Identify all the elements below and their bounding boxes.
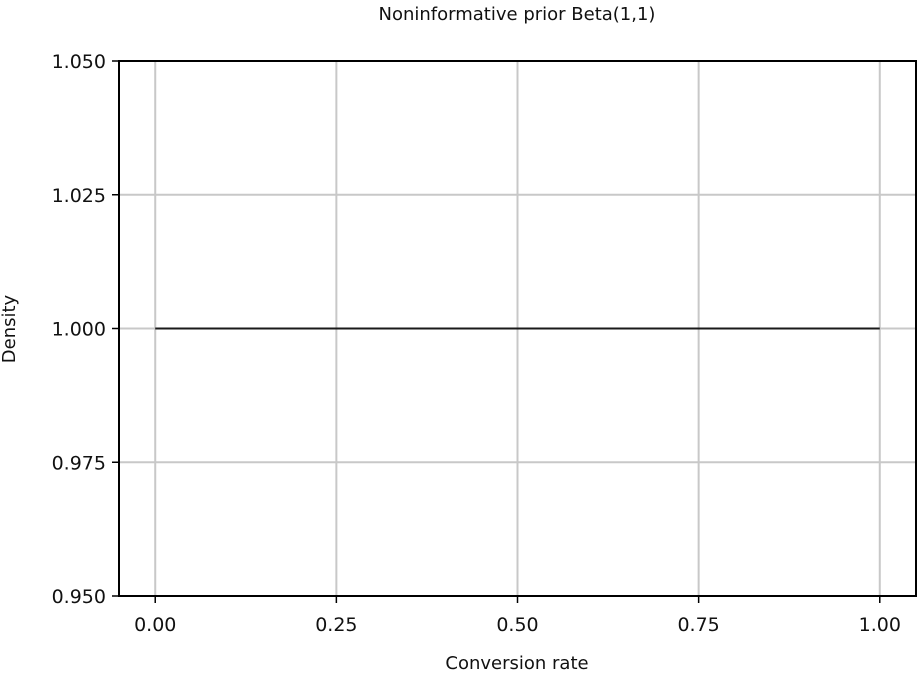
y-tick-label: 0.950	[52, 586, 106, 608]
y-axis: 0.950 0.975 1.000 1.025 1.050	[52, 51, 119, 608]
y-axis-label: Density	[0, 294, 20, 363]
y-tick-label: 1.025	[52, 185, 106, 207]
y-tick-label: 0.975	[52, 452, 106, 474]
y-tick-label: 1.050	[52, 51, 106, 73]
x-tick-label: 1.00	[859, 614, 901, 636]
x-axis: 0.00 0.25 0.50 0.75 1.00	[134, 596, 901, 636]
chart-title: Noninformative prior Beta(1,1)	[379, 4, 656, 25]
y-tick-label: 1.000	[52, 319, 106, 341]
x-tick-label: 0.00	[134, 614, 176, 636]
x-tick-label: 0.75	[677, 614, 719, 636]
x-tick-label: 0.25	[315, 614, 357, 636]
x-tick-label: 0.50	[496, 614, 538, 636]
x-axis-label: Conversion rate	[445, 653, 588, 673]
